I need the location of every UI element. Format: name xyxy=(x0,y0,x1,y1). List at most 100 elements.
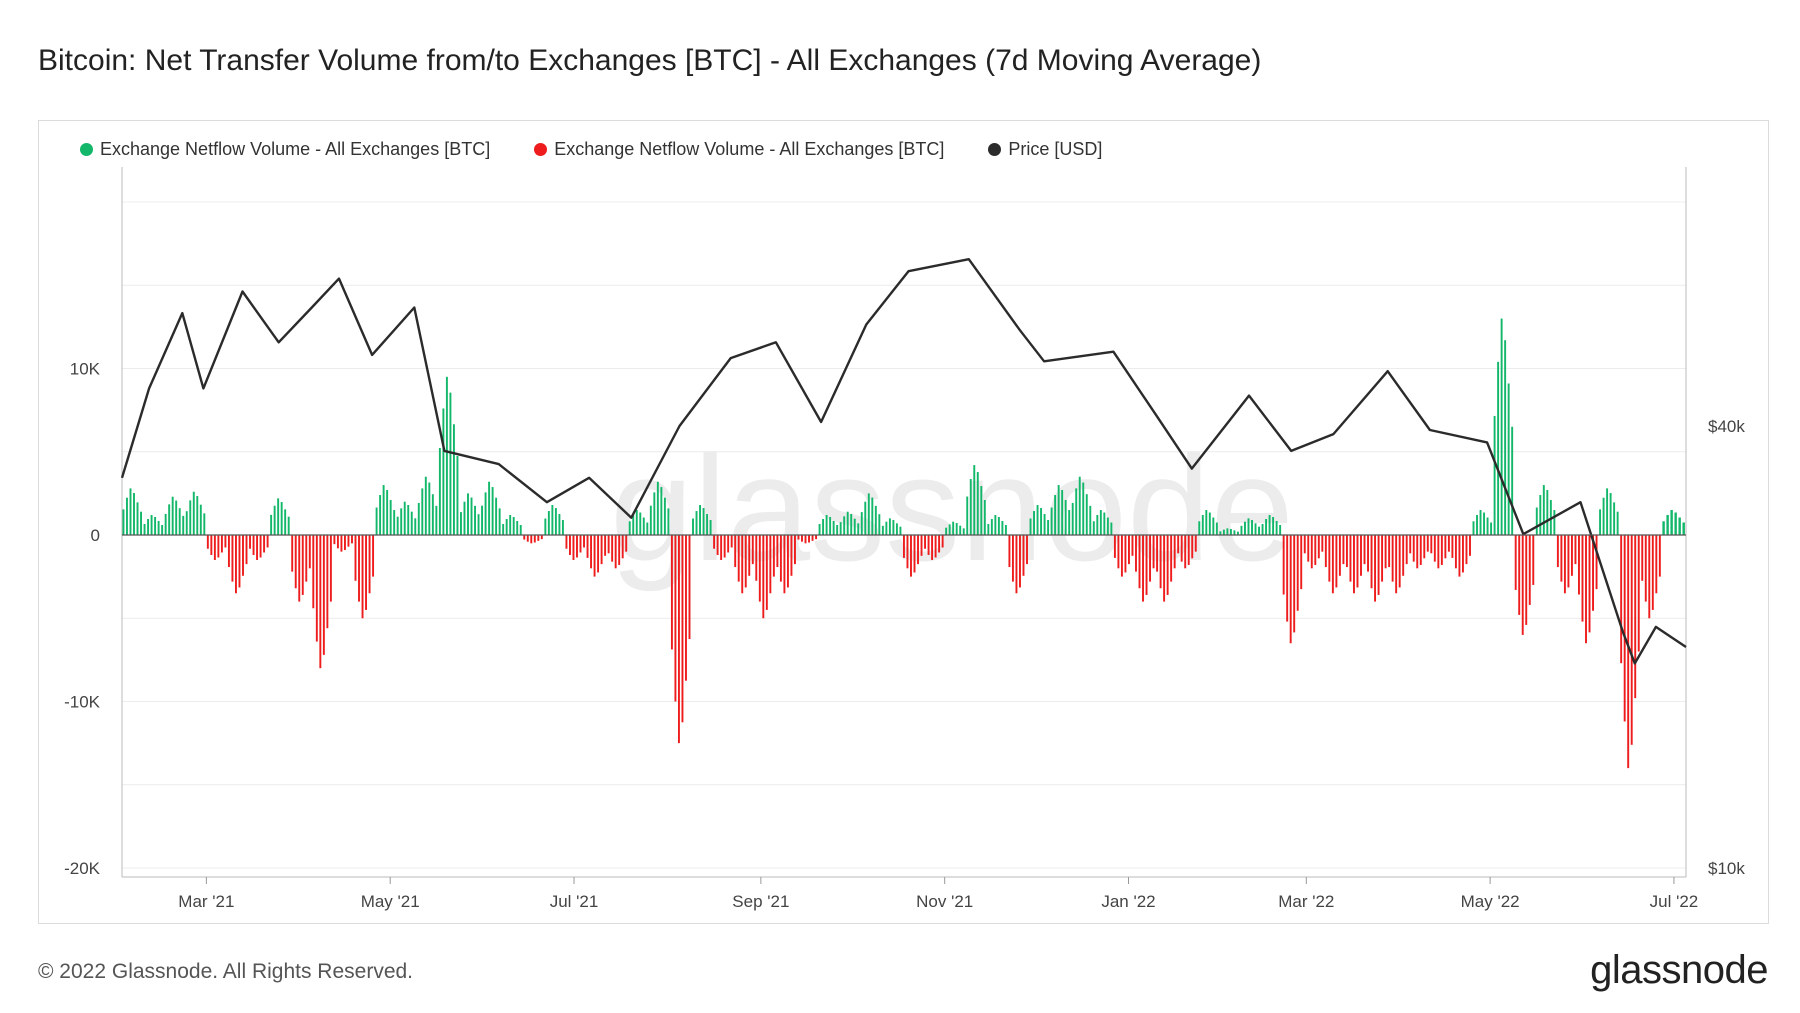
outflow-bar xyxy=(1173,535,1176,569)
outflow-bar xyxy=(1135,535,1137,572)
inflow-bar xyxy=(498,508,501,535)
inflow-bar xyxy=(547,511,550,535)
legend-item-outflow[interactable]: Exchange Netflow Volume - All Exchanges … xyxy=(534,139,944,160)
inflow-bar xyxy=(1226,528,1229,535)
inflow-bar xyxy=(1222,529,1225,535)
inflow-bar xyxy=(477,514,480,535)
outflow-bar xyxy=(776,535,779,568)
outflow-bar xyxy=(1381,535,1384,582)
outflow-bar xyxy=(685,535,687,681)
inflow-bar xyxy=(1064,500,1067,535)
inflow-bar xyxy=(133,493,135,535)
outflow-bar xyxy=(910,535,912,577)
inflow-bar xyxy=(706,514,709,535)
inflow-bar xyxy=(1110,522,1113,535)
outflow-bar xyxy=(1286,535,1289,622)
inflow-bar xyxy=(470,497,473,535)
inflow-bar xyxy=(273,505,276,535)
inflow-bar xyxy=(410,511,413,535)
outflow-bar xyxy=(263,535,266,553)
inflow-bar xyxy=(1535,507,1538,535)
outflow-bar xyxy=(586,535,589,558)
inflow-bar xyxy=(899,526,902,535)
inflow-bar xyxy=(653,492,656,535)
inflow-bar xyxy=(379,495,382,535)
inflow-bar xyxy=(147,519,150,535)
outflow-bar xyxy=(526,535,529,542)
outflow-bar xyxy=(1585,535,1587,644)
inflow-bar xyxy=(692,518,694,535)
inflow-bar xyxy=(421,488,424,535)
inflow-bar xyxy=(1678,517,1681,535)
outflow-bar xyxy=(312,535,315,609)
outflow-bar xyxy=(224,535,227,548)
legend-item-price[interactable]: Price [USD] xyxy=(988,139,1102,160)
inflow-bar xyxy=(277,498,280,535)
chart-title: Bitcoin: Net Transfer Volume from/to Exc… xyxy=(38,44,1262,77)
outflow-bar xyxy=(762,535,765,619)
inflow-bar xyxy=(126,497,128,535)
outflow-bar xyxy=(938,535,941,553)
outflow-bar xyxy=(1015,535,1018,594)
inflow-bar xyxy=(987,524,990,535)
outflow-bar xyxy=(368,535,371,594)
axes: 10K 0 -10K -20K $40k $10k Mar '21 May '21 Jul '2… xyxy=(64,167,1745,911)
inflow-bar xyxy=(1078,476,1081,535)
x-tick-label: Jan '22 xyxy=(1101,892,1155,911)
outflow-bar xyxy=(1307,535,1310,562)
legend-item-inflow[interactable]: Exchange Netflow Volume - All Exchanges … xyxy=(80,139,490,160)
inflow-bar xyxy=(467,493,469,535)
outflow-bar xyxy=(1437,535,1440,569)
inflow-bar xyxy=(1616,511,1619,535)
copyright-footer: © 2022 Glassnode. All Rights Reserved. xyxy=(38,960,414,983)
outflow-bar xyxy=(794,535,796,565)
outflow-bar xyxy=(210,535,213,555)
inflow-bar xyxy=(667,508,670,535)
inflow-bar xyxy=(695,511,698,535)
outflow-bar xyxy=(906,535,909,569)
inflow-bar xyxy=(1606,488,1609,535)
inflow-bar xyxy=(895,523,898,535)
outflow-bar xyxy=(1184,535,1187,569)
inflow-bar xyxy=(136,502,139,535)
inflow-bar xyxy=(491,487,494,535)
outflow-bar xyxy=(1447,535,1450,552)
inflow-bar xyxy=(1229,529,1232,535)
inflow-bar xyxy=(1511,426,1514,535)
inflow-bar xyxy=(997,517,1000,535)
inflow-bar xyxy=(1258,526,1260,535)
grid-lines xyxy=(122,201,1686,869)
outflow-bar xyxy=(597,535,600,573)
outflow-bar xyxy=(590,535,593,569)
inflow-bar xyxy=(280,502,283,535)
outflow-bar xyxy=(1149,535,1152,582)
outflow-bar xyxy=(1026,535,1028,565)
inflow-bar xyxy=(122,509,125,535)
outflow-bar xyxy=(1370,535,1373,589)
inflow-bar xyxy=(1486,517,1489,535)
outflow-bar xyxy=(783,535,786,594)
inflow-bar xyxy=(1490,522,1493,535)
inflow-bar xyxy=(1205,510,1208,535)
y-right-tick-label: $40k xyxy=(1708,417,1745,436)
inflow-bar xyxy=(1275,521,1278,535)
outflow-bar xyxy=(1592,535,1594,611)
glassnode-logo: glassnode xyxy=(1590,948,1768,992)
inflow-bar xyxy=(452,424,455,535)
outflow-bar xyxy=(1022,535,1025,576)
outflow-bar xyxy=(611,535,614,562)
inflow-bar xyxy=(832,521,835,535)
inflow-bar xyxy=(393,510,396,535)
inflow-bar xyxy=(1479,510,1482,535)
y-left-tick-label: 10K xyxy=(70,360,101,379)
outflow-bar xyxy=(372,535,375,577)
outflow-bar xyxy=(1338,535,1341,576)
inflow-bar xyxy=(481,505,484,535)
outflow-bar xyxy=(1145,535,1148,595)
inflow-bar xyxy=(168,504,171,535)
outflow-bar xyxy=(1117,535,1120,569)
inflow-bar xyxy=(203,513,206,535)
outflow-bar xyxy=(1578,535,1580,595)
inflow-bar xyxy=(140,511,142,535)
